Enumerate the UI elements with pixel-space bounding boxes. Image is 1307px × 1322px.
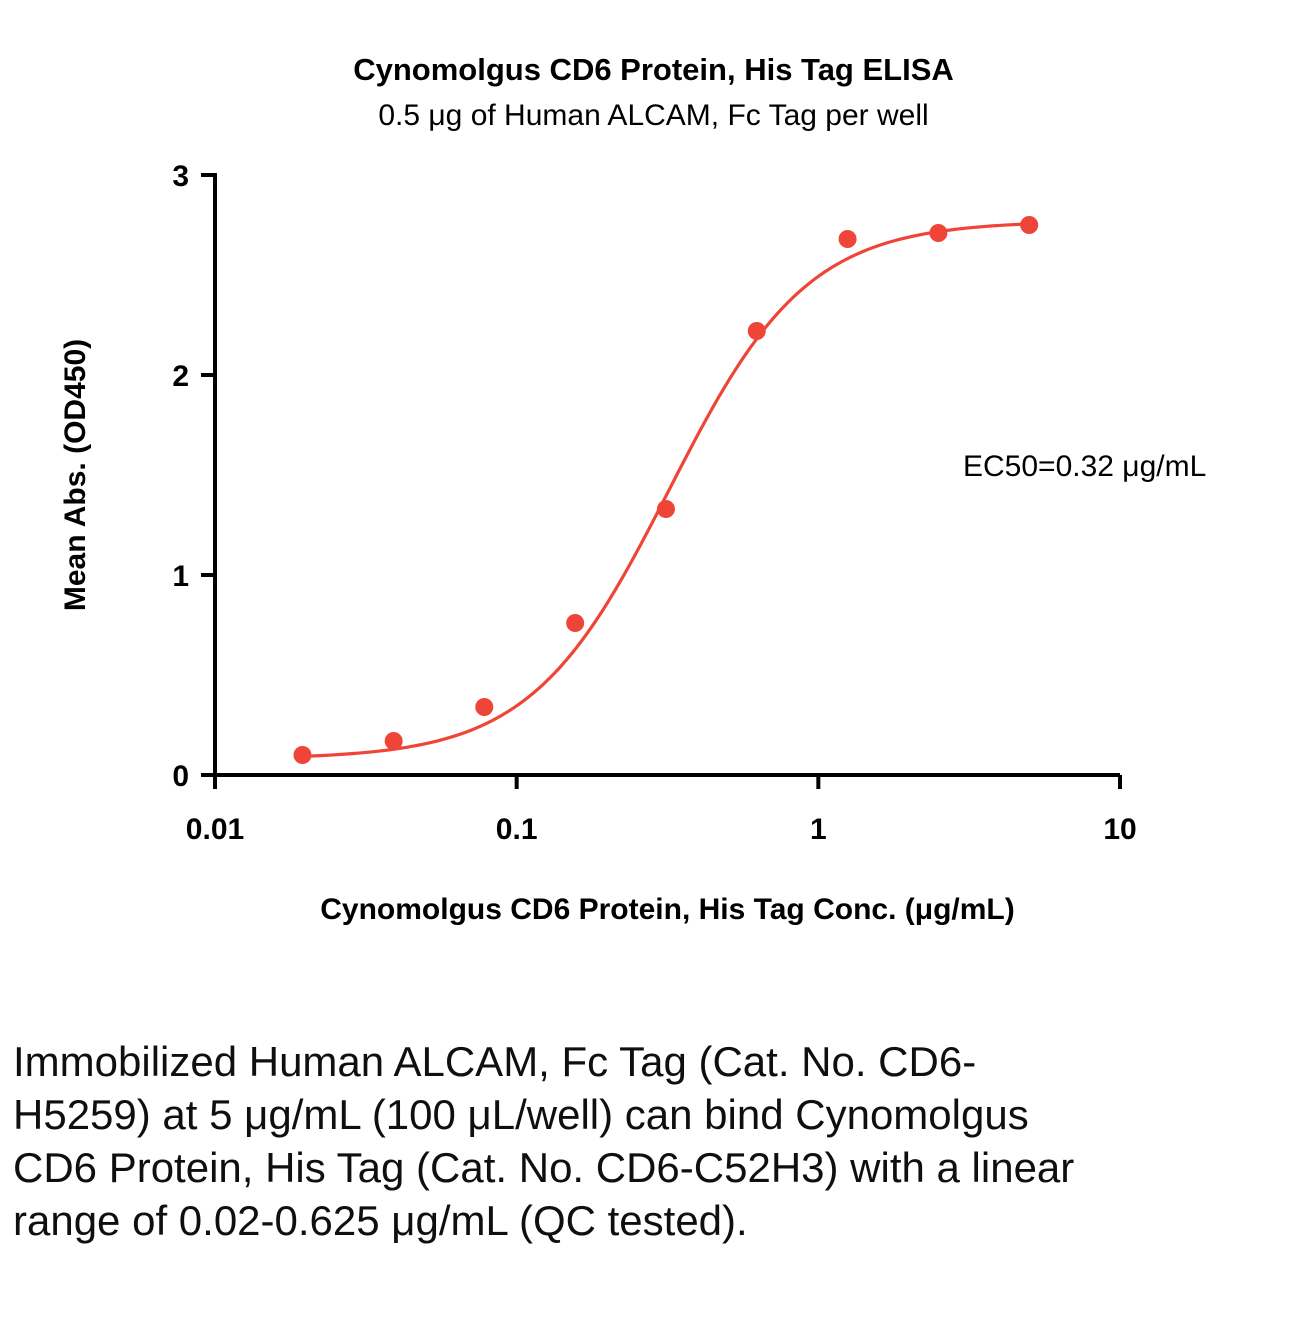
data-point xyxy=(566,614,585,632)
data-point xyxy=(747,322,766,340)
x-tick-label: 10 xyxy=(1103,813,1136,846)
y-tick-label: 2 xyxy=(172,360,189,393)
x-axis-label: Cynomolgus CD6 Protein, His Tag Conc. (μ… xyxy=(320,893,1015,926)
data-point xyxy=(1020,216,1039,234)
figure-caption: Immobilized Human ALCAM, Fc Tag (Cat. No… xyxy=(13,1038,1075,1244)
data-point xyxy=(384,732,403,750)
y-axis-label: Mean Abs. (OD450) xyxy=(59,338,92,612)
data-point xyxy=(475,698,494,716)
data-point xyxy=(929,224,948,242)
x-tick-label: 0.1 xyxy=(496,813,538,846)
fit-curve xyxy=(295,221,1037,759)
data-point xyxy=(838,230,857,248)
chart-subtitle: 0.5 μg of Human ALCAM, Fc Tag per well xyxy=(378,99,929,132)
x-tick-label: 0.01 xyxy=(186,813,244,846)
data-point xyxy=(293,746,312,764)
y-tick-label: 0 xyxy=(172,760,189,793)
y-tick-label: 3 xyxy=(172,160,189,193)
ec50-annotation: EC50=0.32 μg/mL xyxy=(963,450,1207,483)
x-tick-label: 1 xyxy=(810,813,827,846)
chart-title: Cynomolgus CD6 Protein, His Tag ELISA xyxy=(353,52,954,87)
data-point xyxy=(656,500,675,518)
y-tick-label: 1 xyxy=(172,560,189,593)
